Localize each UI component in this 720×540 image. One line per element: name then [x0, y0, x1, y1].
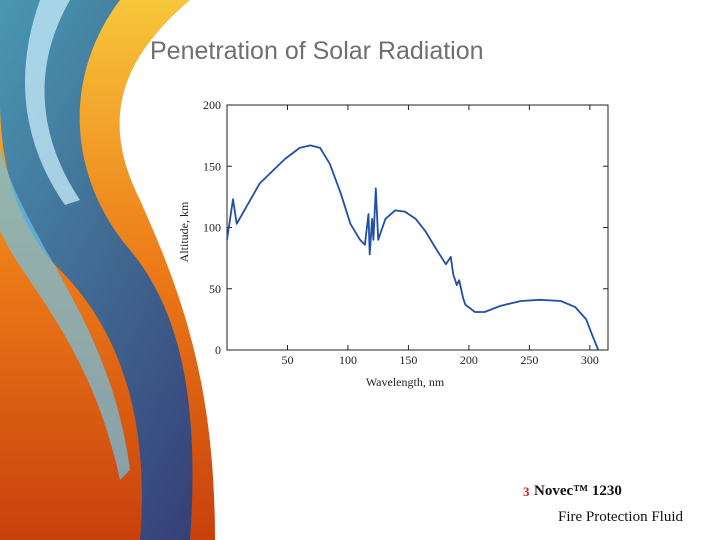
- y-tick-label: 50: [209, 282, 221, 296]
- y-tick-label: 100: [203, 221, 221, 235]
- swirl: [25, 0, 80, 205]
- x-tick-label: 100: [339, 353, 357, 367]
- x-tick-label: 200: [460, 353, 478, 367]
- y-tick-label: 200: [203, 98, 221, 112]
- swirl: [0, 150, 130, 480]
- x-axis-label: Wavelength, nm: [366, 375, 445, 389]
- x-tick-label: 50: [281, 353, 293, 367]
- x-tick-label: 250: [520, 353, 538, 367]
- data-line: [226, 144, 600, 351]
- y-tick-label: 150: [203, 159, 221, 173]
- y-tick-label: 0: [215, 343, 221, 357]
- x-tick-label: 150: [399, 353, 417, 367]
- x-tick-label: 300: [581, 353, 599, 367]
- plot-frame: [226, 104, 609, 351]
- product-name: Novec™ 1230: [534, 483, 622, 499]
- logo: 3: [523, 484, 530, 499]
- slide-title: Penetration of Solar Radiation: [150, 37, 484, 65]
- y-axis-label: Altitude, km: [177, 201, 191, 262]
- product-subtitle: Fire Protection Fluid: [558, 509, 683, 525]
